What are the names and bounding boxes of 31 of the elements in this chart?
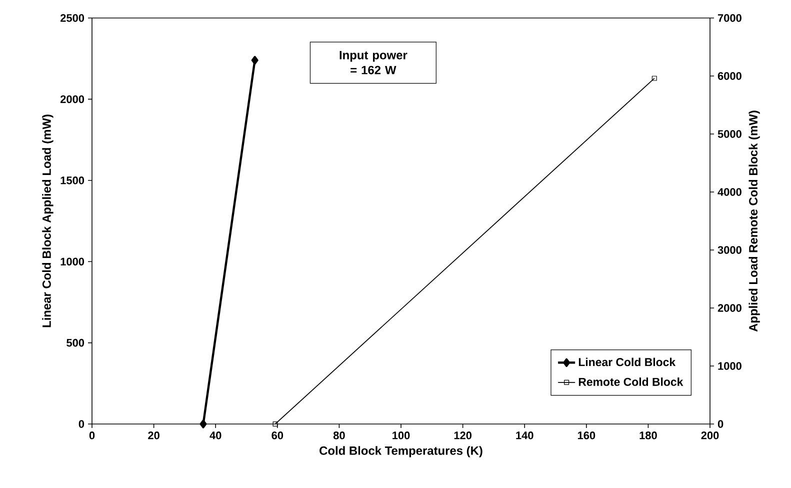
y2-tick-label: 7000 (718, 14, 742, 22)
legend-label: Remote Cold Block (578, 378, 684, 386)
y-tick-label: 1500 (60, 176, 84, 184)
y2-tick-label: 1000 (718, 362, 742, 370)
y2-tick-label: 6000 (718, 72, 742, 80)
x-axis-title: Cold Block Temperatures (K) (320, 446, 482, 458)
annotation: Input power = 162 W (340, 51, 408, 74)
x-tick-label: 200 (701, 432, 719, 440)
y-tick-label: 2500 (60, 14, 84, 22)
y-tick-label: 0 (78, 420, 84, 428)
y2-tick-label: 0 (718, 420, 724, 428)
x-tick-label: 80 (333, 432, 345, 440)
legend-label: Linear Cold Block (578, 358, 676, 366)
x-tick-label: 140 (516, 432, 534, 440)
y-axis-title: Linear Cold Block Applied Load (mW) (42, 114, 54, 328)
y2-tick-label: 3000 (718, 246, 742, 254)
x-tick-label: 0 (89, 432, 95, 440)
x-tick-label: 40 (210, 432, 222, 440)
x-tick-label: 60 (272, 432, 284, 440)
y2-axis-title: Applied Load Remote Cold Block (mW) (748, 110, 760, 332)
y2-tick-label: 5000 (718, 130, 742, 138)
x-tick-label: 120 (454, 432, 472, 440)
x-tick-label: 20 (148, 432, 160, 440)
y2-tick-label: 4000 (718, 188, 742, 196)
y-tick-label: 500 (66, 338, 84, 347)
x-tick-label: 160 (578, 432, 596, 440)
x-tick-label: 100 (392, 432, 410, 440)
x-tick-label: 180 (640, 432, 657, 440)
y2-tick-label: 2000 (718, 304, 742, 312)
y-tick-label: 2000 (60, 95, 84, 104)
y-tick-label: 1000 (60, 258, 84, 266)
